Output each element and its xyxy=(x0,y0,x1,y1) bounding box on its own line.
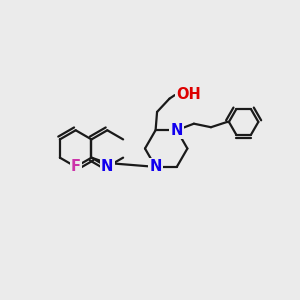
Text: N: N xyxy=(101,159,113,174)
Text: H: H xyxy=(178,89,189,103)
Text: OH: OH xyxy=(176,87,201,102)
Text: N: N xyxy=(149,159,162,174)
Text: N: N xyxy=(171,123,183,138)
Text: F: F xyxy=(71,159,81,174)
